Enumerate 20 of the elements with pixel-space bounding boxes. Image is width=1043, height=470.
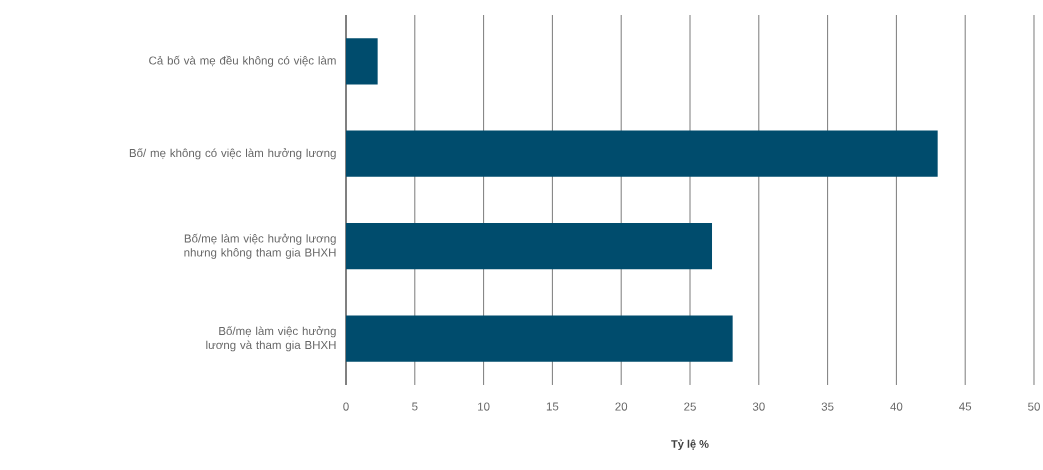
bar bbox=[346, 38, 378, 85]
x-tick-label: 35 bbox=[821, 402, 834, 411]
y-tick-label: Bố/ mẹ không có việc làm hưởng lương bbox=[129, 148, 336, 160]
bar bbox=[346, 130, 938, 177]
y-tick-label: Cả bố và mẹ đều không có việc làm bbox=[149, 55, 336, 67]
x-tick-label: 45 bbox=[959, 402, 972, 411]
x-tick-label: 15 bbox=[546, 402, 559, 411]
x-tick-label: 50 bbox=[1028, 402, 1040, 411]
x-tick-label: 30 bbox=[752, 402, 765, 411]
x-tick-label: 20 bbox=[615, 402, 628, 411]
x-tick-label: 25 bbox=[684, 402, 696, 411]
bar bbox=[346, 223, 713, 270]
bar bbox=[346, 315, 733, 362]
x-tick-label: 40 bbox=[890, 402, 903, 411]
x-tick-label: 10 bbox=[478, 402, 490, 411]
x-tick-label: 0 bbox=[343, 402, 349, 411]
y-tick-label: Bố/mẹ làm việc hưởng lương và tham gia BHXH bbox=[206, 326, 336, 352]
y-tick-label: Bố/mẹ làm việc hưởng lương nhưng không tham gia BHXH bbox=[184, 233, 336, 259]
x-axis-title: Tỷ lệ % bbox=[671, 439, 709, 451]
x-tick-label: 5 bbox=[412, 402, 418, 411]
